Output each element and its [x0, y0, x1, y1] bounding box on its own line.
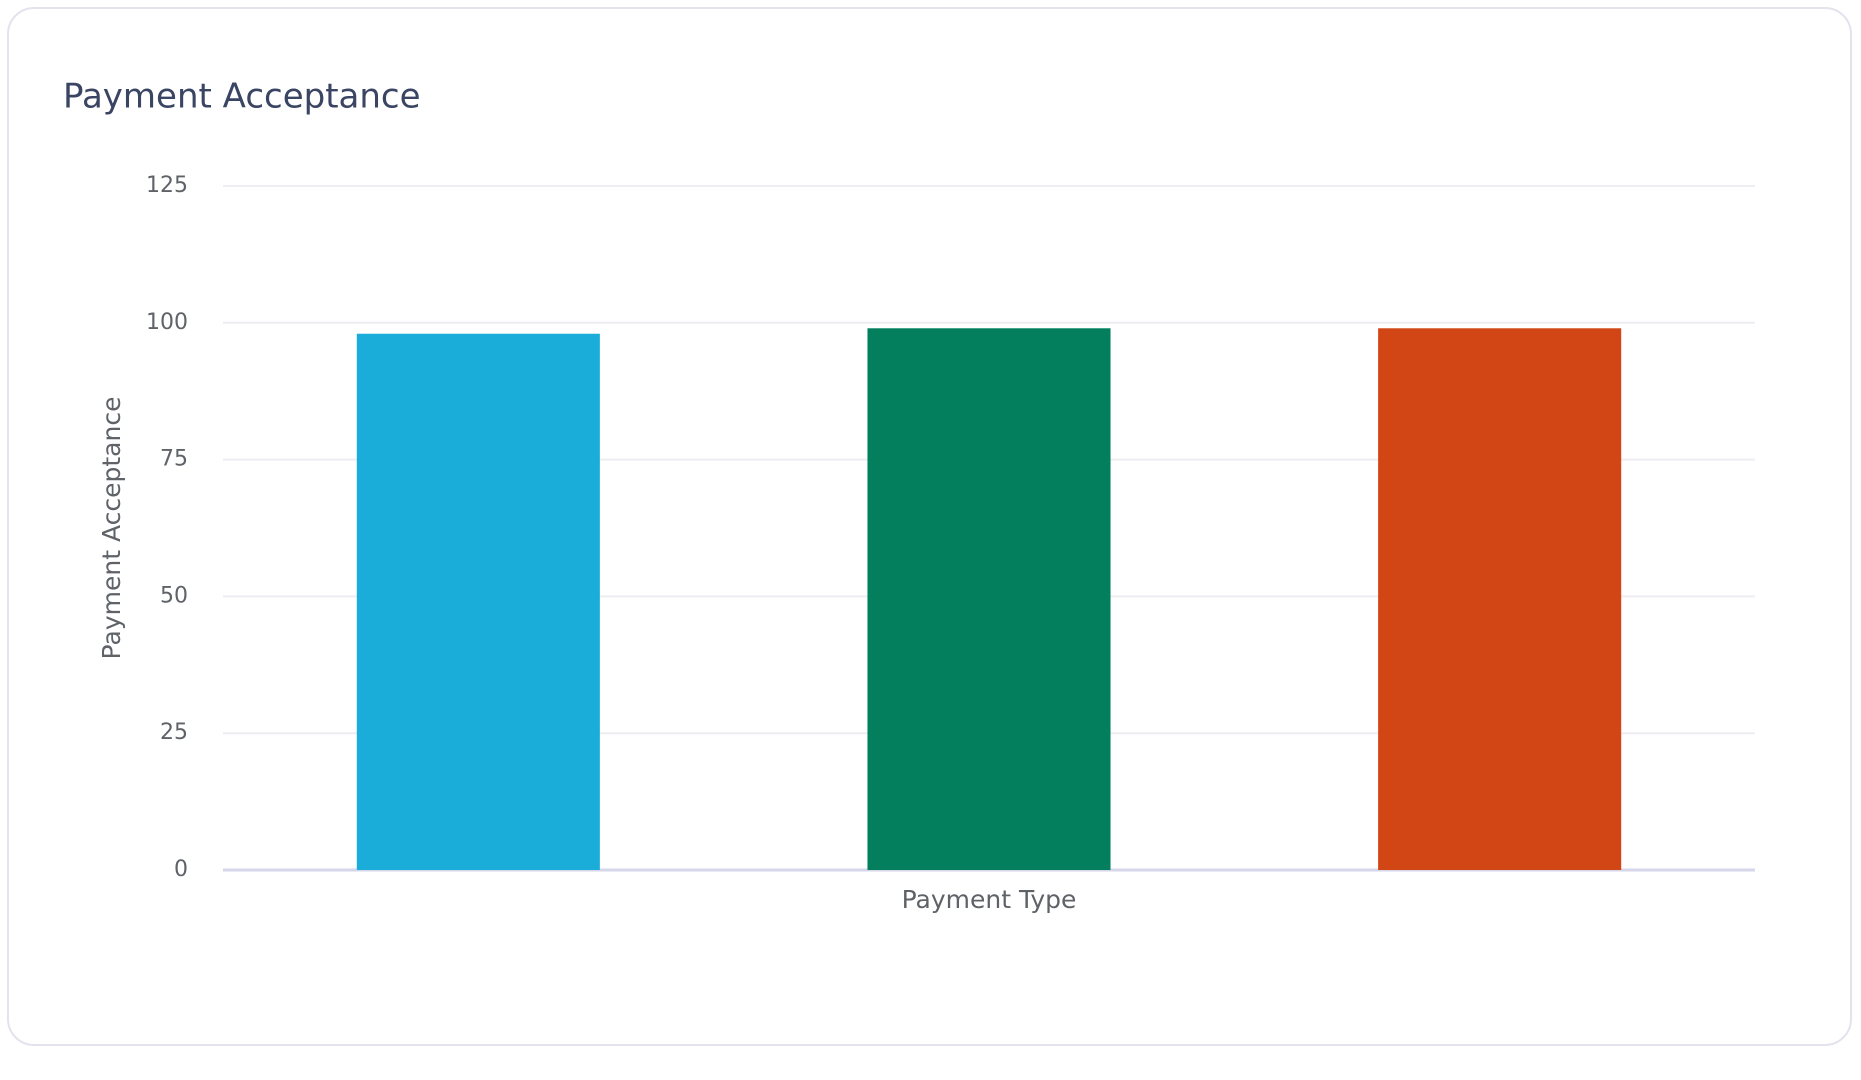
y-tick-label: 0 [174, 857, 188, 882]
y-tick-label: 125 [146, 173, 188, 198]
bar [1378, 328, 1622, 871]
x-axis-title: Payment Type [902, 885, 1077, 914]
y-axis-title: Payment Acceptance [97, 397, 126, 660]
y-tick-label: 50 [160, 583, 188, 608]
bar [356, 333, 600, 870]
bar [867, 328, 1111, 871]
chart-title: Payment Acceptance [63, 77, 421, 117]
y-tick-label: 25 [160, 720, 188, 745]
y-tick-label: 100 [146, 310, 188, 335]
y-tick-label: 75 [160, 447, 188, 472]
